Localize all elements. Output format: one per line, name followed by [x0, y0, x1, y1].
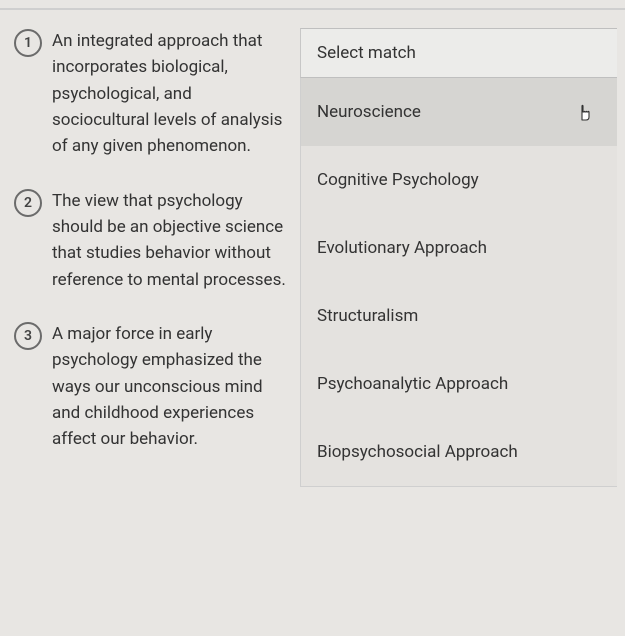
dropdown-option-biopsychosocial-approach[interactable]: Biopsychosocial Approach [301, 418, 617, 486]
dropdown-listbox: Neuroscience Cognitive Psychology Evolut… [300, 78, 617, 487]
prompt-row: 1 An integrated approach that incorporat… [14, 28, 294, 160]
dropdown-option-structuralism[interactable]: Structuralism [301, 282, 617, 350]
prompt-number-badge: 1 [14, 29, 42, 57]
matching-container: 1 An integrated approach that incorporat… [0, 10, 625, 487]
option-label: Psychoanalytic Approach [317, 374, 508, 394]
pointer-cursor-icon [575, 101, 595, 123]
dropdown-column: Select match Neuroscience Cognitive Psyc… [300, 28, 617, 487]
prompt-row: 3 A major force in early psychology emph… [14, 321, 294, 453]
option-label: Evolutionary Approach [317, 238, 487, 258]
option-label: Structuralism [317, 306, 418, 326]
dropdown-option-cognitive-psychology[interactable]: Cognitive Psychology [301, 146, 617, 214]
prompt-number-badge: 2 [14, 189, 42, 217]
prompt-text: A major force in early psychology emphas… [52, 321, 294, 453]
prompt-row: 2 The view that psychology should be an … [14, 188, 294, 293]
prompt-text: An integrated approach that incorporates… [52, 28, 294, 160]
dropdown-option-psychoanalytic-approach[interactable]: Psychoanalytic Approach [301, 350, 617, 418]
option-label: Cognitive Psychology [317, 170, 479, 190]
select-match-dropdown[interactable]: Select match [300, 28, 617, 78]
prompt-number-badge: 3 [14, 322, 42, 350]
dropdown-option-evolutionary-approach[interactable]: Evolutionary Approach [301, 214, 617, 282]
option-label: Biopsychosocial Approach [317, 442, 518, 462]
option-label: Neuroscience [317, 102, 421, 122]
dropdown-option-neuroscience[interactable]: Neuroscience [301, 78, 617, 146]
prompts-column: 1 An integrated approach that incorporat… [14, 28, 294, 487]
prompt-text: The view that psychology should be an ob… [52, 188, 294, 293]
